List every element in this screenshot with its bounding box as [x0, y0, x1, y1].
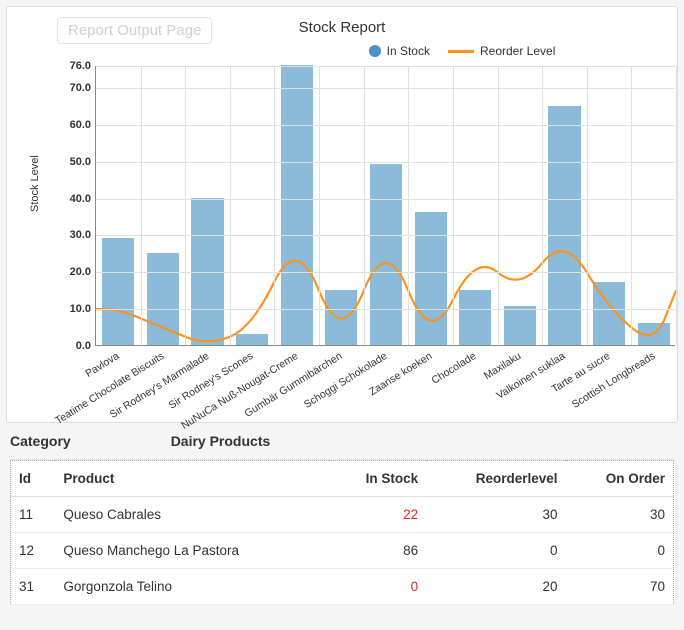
x-tick-label: Valkoinen suklaa — [561, 350, 567, 360]
chart-legend: In Stock Reorder Level — [257, 44, 667, 58]
y-axis-label: Stock Level — [29, 155, 41, 212]
y-tick-label: 20.0 — [57, 266, 91, 278]
gridline — [96, 125, 675, 126]
table-body: 11Queso Cabrales22303012Queso Manchego L… — [11, 497, 674, 605]
legend-line-icon — [448, 50, 474, 53]
x-tick-label: Pavlova — [115, 350, 121, 360]
x-labels: Pavlova Teatime Chocolate Biscuits Sir Rod… — [95, 350, 675, 420]
table-row[interactable]: 12Queso Manchego La Pastora8600 — [11, 533, 674, 569]
vgridline — [408, 66, 409, 345]
x-tick-label: Schoggi Schokolade — [383, 350, 389, 360]
x-tick-label: NuNuCa Nuß-Nougat-Creme — [294, 350, 300, 360]
gridline — [96, 199, 675, 200]
vgridline — [319, 66, 320, 345]
vgridline — [453, 66, 454, 345]
vgridline — [542, 66, 543, 345]
table-cell: 31 — [11, 569, 56, 605]
x-tick-label: Zaanse koeken — [428, 350, 434, 360]
vgridline — [631, 66, 632, 345]
vgridline — [274, 66, 275, 345]
x-tick-label: Tarte au sucre — [606, 350, 612, 360]
category-label: Category — [10, 433, 71, 449]
x-tick-label: Sir Rodney's Scones — [249, 350, 255, 360]
legend-item: In Stock — [369, 44, 430, 58]
table-cell: 22 — [329, 497, 427, 533]
vgridline — [587, 66, 588, 345]
category-value: Dairy Products — [171, 433, 271, 449]
x-tick-label: Chocolade — [472, 350, 478, 360]
line-layer — [96, 66, 676, 346]
table-header-row: IdProductIn StockReorderlevelOn Order — [11, 461, 674, 497]
table-cell: 0 — [426, 533, 565, 569]
x-tick-label: Teatime Chocolate Biscuits — [160, 350, 166, 360]
y-tick-label: 40.0 — [57, 193, 91, 205]
plot-area — [95, 66, 675, 346]
vgridline — [676, 66, 677, 345]
y-tick-label: 60.0 — [57, 119, 91, 131]
report-output-button[interactable]: Report Output Page — [57, 17, 212, 44]
x-tick-label: Gumbär Gummibärchen — [338, 350, 344, 360]
gridline — [96, 162, 675, 163]
x-tick-label: Scottish Longbreads — [651, 350, 657, 360]
table-cell: 0 — [329, 569, 427, 605]
legend-label: Reorder Level — [480, 44, 555, 58]
gridline — [96, 235, 675, 236]
table-cell: Gorgonzola Telino — [55, 569, 328, 605]
table-cell: 12 — [11, 533, 56, 569]
chart-area: Stock Level PavlovaTeatime Chocolate Bis… — [43, 62, 667, 422]
table-row[interactable]: 11Queso Cabrales223030 — [11, 497, 674, 533]
gridline — [96, 309, 675, 310]
table-cell: 30 — [566, 497, 674, 533]
table-cell: Queso Cabrales — [55, 497, 328, 533]
vgridline — [141, 66, 142, 345]
table-cell: 11 — [11, 497, 56, 533]
table-cell: 86 — [329, 533, 427, 569]
legend-item: Reorder Level — [448, 44, 555, 58]
table-header-cell: In Stock — [329, 461, 427, 497]
table-cell: Queso Manchego La Pastora — [55, 533, 328, 569]
x-tick-label: Maxilaku — [517, 350, 523, 360]
gridline — [96, 272, 675, 273]
y-tick-label: 30.0 — [57, 229, 91, 241]
y-tick-label: 0.0 — [57, 340, 91, 352]
y-tick-label: 76.0 — [57, 60, 91, 72]
table-header-cell: Id — [11, 461, 56, 497]
y-tick-label: 70.0 — [57, 82, 91, 94]
table-cell: 70 — [566, 569, 674, 605]
reorder-line[interactable] — [96, 251, 676, 341]
chart-card: Report Output Page Stock Report In Stock… — [6, 6, 678, 423]
vgridline — [498, 66, 499, 345]
vgridline — [230, 66, 231, 345]
table-cell: 0 — [566, 533, 674, 569]
stock-table: IdProductIn StockReorderlevelOn Order 11… — [10, 460, 674, 605]
vgridline — [185, 66, 186, 345]
category-section: Category Dairy Products IdProductIn Stoc… — [10, 429, 674, 605]
table-header-cell: Reorderlevel — [426, 461, 565, 497]
y-tick-label: 10.0 — [57, 303, 91, 315]
gridline — [96, 88, 675, 89]
x-tick-label: Sir Rodney's Marmalade — [205, 350, 211, 360]
legend-label: In Stock — [387, 44, 430, 58]
table-row[interactable]: 31Gorgonzola Telino02070 — [11, 569, 674, 605]
table-header-cell: On Order — [566, 461, 674, 497]
legend-dot-icon — [369, 45, 381, 57]
table-cell: 30 — [426, 497, 565, 533]
table-cell: 20 — [426, 569, 565, 605]
y-tick-label: 50.0 — [57, 156, 91, 168]
table-header-cell: Product — [55, 461, 328, 497]
vgridline — [364, 66, 365, 345]
gridline — [96, 66, 675, 67]
